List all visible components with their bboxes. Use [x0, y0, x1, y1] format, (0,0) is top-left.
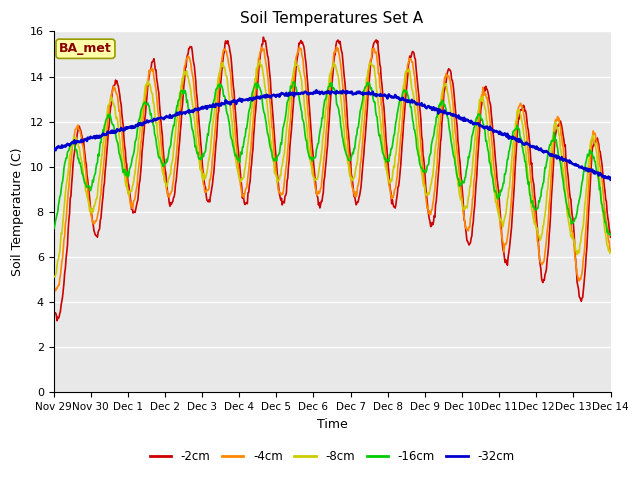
Y-axis label: Soil Temperature (C): Soil Temperature (C): [11, 148, 24, 276]
X-axis label: Time: Time: [317, 418, 348, 431]
Title: Soil Temperatures Set A: Soil Temperatures Set A: [241, 11, 424, 26]
Legend: -2cm, -4cm, -8cm, -16cm, -32cm: -2cm, -4cm, -8cm, -16cm, -32cm: [145, 445, 519, 468]
Text: BA_met: BA_met: [59, 42, 112, 55]
